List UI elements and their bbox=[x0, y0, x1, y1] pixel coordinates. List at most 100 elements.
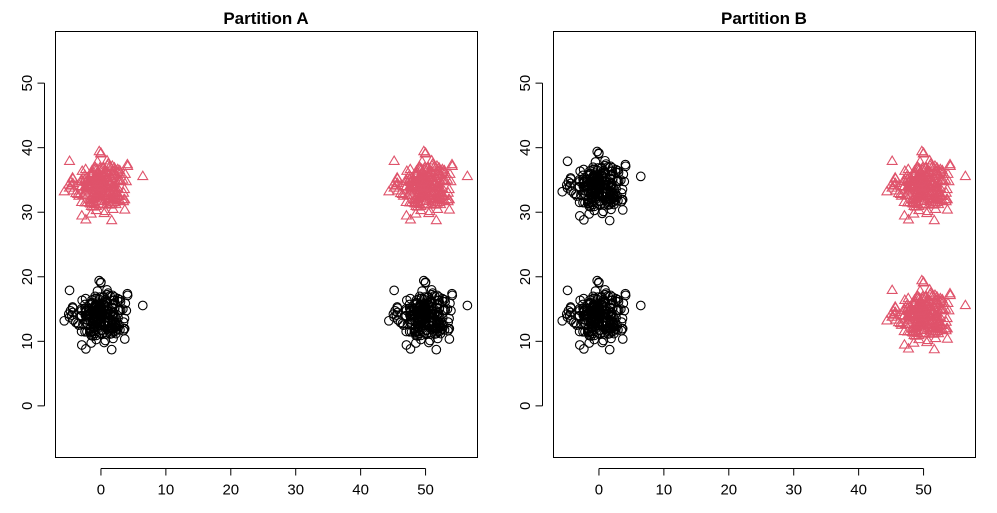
data-point bbox=[886, 284, 899, 295]
data-point bbox=[578, 306, 589, 317]
data-point bbox=[617, 313, 628, 324]
data-point bbox=[898, 164, 911, 175]
data-point bbox=[912, 187, 925, 198]
data-point bbox=[909, 200, 922, 211]
data-point bbox=[615, 175, 626, 185]
data-point bbox=[426, 166, 438, 177]
data-point bbox=[115, 325, 125, 335]
data-point bbox=[592, 275, 603, 286]
data-point bbox=[574, 211, 585, 221]
data-point bbox=[77, 295, 88, 306]
y-tick-label: 40 bbox=[19, 139, 36, 156]
data-point bbox=[418, 161, 431, 172]
data-point bbox=[604, 344, 615, 355]
data-point bbox=[431, 344, 442, 355]
data-point bbox=[395, 317, 406, 328]
data-point bbox=[397, 189, 410, 200]
data-point bbox=[409, 207, 422, 218]
data-point bbox=[936, 323, 949, 334]
data-point bbox=[590, 286, 601, 296]
data-point bbox=[96, 277, 106, 288]
data-point bbox=[927, 321, 940, 332]
data-point bbox=[428, 198, 441, 209]
data-point bbox=[598, 165, 609, 176]
data-point bbox=[436, 165, 449, 176]
data-point bbox=[394, 187, 407, 198]
data-point bbox=[594, 148, 604, 158]
data-point bbox=[902, 310, 915, 321]
data-point bbox=[390, 179, 403, 190]
data-point bbox=[934, 292, 947, 303]
data-point bbox=[880, 185, 893, 196]
data-point bbox=[586, 202, 596, 212]
data-point bbox=[422, 329, 432, 339]
data-point bbox=[936, 164, 949, 175]
data-point bbox=[444, 313, 454, 324]
data-point bbox=[65, 179, 78, 190]
data-point bbox=[136, 170, 149, 181]
data-point bbox=[388, 181, 400, 192]
data-point bbox=[410, 326, 421, 337]
data-point bbox=[113, 164, 126, 175]
data-point bbox=[569, 317, 579, 328]
data-point bbox=[584, 197, 595, 208]
data-point bbox=[931, 187, 944, 198]
y-axis: 0 10 20 30 40 50 bbox=[19, 75, 45, 410]
data-point bbox=[78, 319, 88, 330]
data-point bbox=[113, 174, 126, 185]
data-point bbox=[576, 319, 586, 330]
data-point bbox=[447, 290, 458, 301]
plot-frame bbox=[553, 31, 976, 458]
data-point bbox=[416, 176, 428, 187]
data-point bbox=[902, 175, 915, 186]
data-point bbox=[387, 178, 400, 189]
data-point bbox=[936, 194, 949, 205]
data-point bbox=[118, 183, 131, 194]
data-point bbox=[433, 181, 446, 192]
data-point bbox=[617, 194, 627, 205]
data-point bbox=[101, 166, 114, 177]
data-point bbox=[931, 310, 944, 321]
data-point bbox=[391, 310, 402, 320]
data-point bbox=[418, 275, 429, 286]
data-point bbox=[944, 158, 956, 169]
data-point bbox=[912, 316, 925, 327]
y-tick-label: 0 bbox=[517, 402, 534, 410]
x-tick-label: 50 bbox=[417, 482, 434, 499]
data-point bbox=[924, 311, 937, 322]
data-point bbox=[907, 207, 920, 218]
data-point bbox=[98, 207, 111, 218]
data-point bbox=[926, 198, 939, 209]
data-point bbox=[915, 145, 928, 156]
data-point bbox=[909, 329, 922, 340]
data-point bbox=[432, 309, 443, 320]
data-point bbox=[603, 200, 614, 210]
data-point bbox=[410, 338, 421, 348]
data-point bbox=[586, 331, 596, 341]
panel-partition-a: Partition A 0 10 20 30 40 50 0 10 20 30 40 50 bbox=[19, 9, 478, 499]
data-point bbox=[444, 334, 455, 344]
data-point bbox=[75, 209, 88, 220]
data-point bbox=[85, 164, 98, 175]
y-tick-label: 10 bbox=[19, 333, 36, 350]
data-point bbox=[417, 310, 428, 320]
data-point bbox=[615, 304, 626, 314]
x-tick-label: 20 bbox=[222, 482, 239, 499]
data-point bbox=[425, 295, 436, 305]
data-point bbox=[899, 188, 912, 199]
data-point bbox=[898, 338, 911, 349]
data-point bbox=[121, 158, 134, 169]
data-point bbox=[584, 209, 595, 219]
data-point bbox=[613, 325, 623, 335]
data-point bbox=[928, 214, 941, 225]
data-point bbox=[934, 294, 947, 305]
data-point bbox=[110, 311, 120, 322]
data-point bbox=[584, 326, 595, 337]
data-point bbox=[886, 181, 898, 192]
data-point bbox=[898, 209, 911, 220]
data-point bbox=[592, 146, 603, 157]
data-point bbox=[902, 181, 915, 192]
data-point bbox=[414, 187, 427, 198]
data-point bbox=[939, 173, 952, 184]
